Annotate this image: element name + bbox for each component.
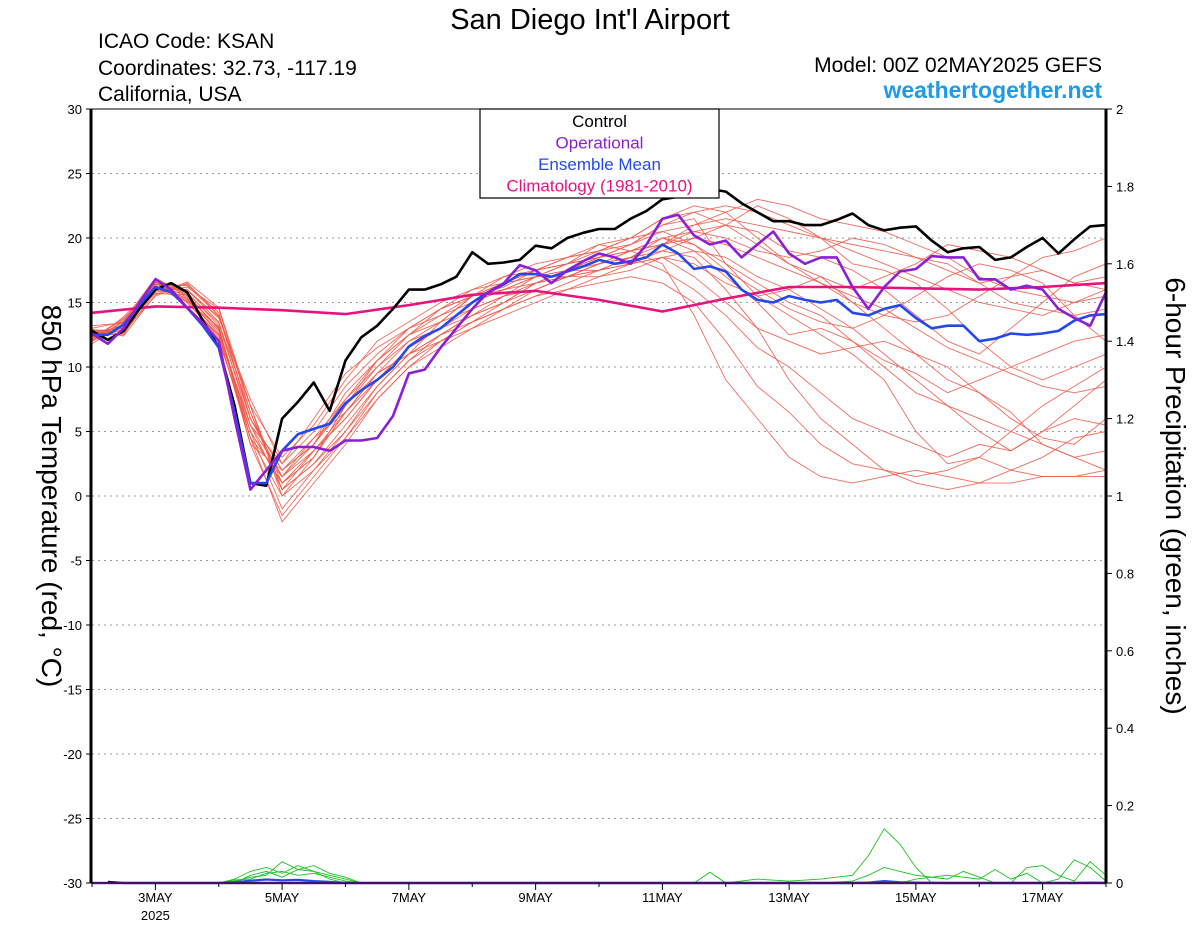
chart-title: San Diego Int'l Airport (450, 4, 730, 36)
y-tick-label: -5 (70, 554, 82, 569)
legend-entry: Control (572, 112, 627, 131)
precip-member-line (693, 871, 727, 884)
y2-tick-label: 1 (1116, 489, 1123, 504)
y2-tick-label: 1.8 (1116, 179, 1134, 194)
ensemble-member-line (91, 231, 1107, 465)
axes: 302520151050-5-10-15-20-25-3021.81.61.41… (63, 102, 1134, 923)
ensemble-member-line (91, 237, 1107, 465)
y-tick-label: 5 (75, 425, 82, 440)
region: California, USA (98, 83, 242, 106)
legend: Control Operational Ensemble Mean Climatolo… (479, 108, 720, 199)
icao-code: ICAO Code: KSAN (98, 30, 274, 53)
precipitation-lines (92, 828, 1107, 885)
x-tick-label: 7MAY (392, 890, 427, 905)
y-tick-label: 25 (68, 167, 82, 182)
ensemble-member-line (91, 205, 1107, 478)
legend-box (479, 108, 720, 199)
y2-tick-label: 0 (1116, 876, 1123, 891)
y2-tick-label: 2 (1116, 102, 1123, 117)
ensemble-members (91, 198, 1107, 523)
y-tick-label: -25 (63, 812, 82, 827)
operational-series-line (90, 213, 1108, 491)
y2-tick-label: 1.6 (1116, 257, 1134, 272)
legend-entry: Operational (556, 134, 644, 153)
y-tick-label: -10 (63, 618, 82, 633)
ensemble-member-line (91, 198, 1107, 471)
y-tick-label: 15 (68, 296, 82, 311)
legend-entry: Climatology (1981-2010) (506, 177, 692, 196)
x-tick-label: 17MAY (1022, 890, 1064, 905)
y2-tick-label: 0.8 (1116, 566, 1134, 581)
x-tick-label: 15MAY (895, 890, 937, 905)
x-tick-year-label: 2025 (141, 908, 170, 923)
y-tick-label: -20 (63, 747, 82, 762)
y-tick-label: 20 (68, 231, 82, 246)
precip-member-line (218, 865, 362, 884)
control-series-line (90, 187, 1108, 488)
y2-tick-label: 1.4 (1116, 334, 1134, 349)
ensemble-member-line (91, 231, 1107, 459)
ensemble-member-line (91, 256, 1107, 523)
y-tick-label: 0 (75, 489, 82, 504)
x-tick-label: 3MAY (138, 890, 173, 905)
y2-tick-label: 0.2 (1116, 799, 1134, 814)
y-axis-title: 850 hPa Temperature (red, °C) (36, 305, 67, 688)
x-tick-label: 5MAY (265, 890, 300, 905)
ensemble-member-line (91, 250, 1107, 491)
precip-member-line (899, 868, 1043, 884)
x-tick-label: 9MAY (518, 890, 553, 905)
ensemble-member-line (91, 224, 1107, 497)
y-tick-label: -15 (63, 683, 82, 698)
x-tick-label: 11MAY (642, 890, 683, 905)
y2-tick-label: 0.6 (1116, 644, 1134, 659)
precip-member-line (820, 867, 996, 884)
precip-member-line (1010, 861, 1107, 884)
climatology-1981-2010-series-line (90, 281, 1108, 316)
y-tick-label: 30 (68, 102, 82, 117)
site-link[interactable]: weathertogether.net (882, 77, 1102, 103)
y-tick-label: 10 (68, 360, 82, 375)
y-tick-label: -30 (63, 876, 82, 891)
main-series (90, 187, 1108, 491)
precip-member-line (234, 869, 346, 884)
x-tick-label: 13MAY (768, 890, 810, 905)
grid (92, 173, 1106, 819)
y2-tick-label: 0.4 (1116, 721, 1134, 736)
ensemble-member-line (91, 205, 1107, 478)
precip-member-line (725, 828, 933, 884)
ensemble-member-line (91, 276, 1107, 517)
coordinates: Coordinates: 32.73, -117.19 (98, 57, 357, 80)
legend-entry: Ensemble Mean (538, 155, 661, 174)
y2-tick-label: 1.2 (1116, 412, 1134, 427)
plot-frame (91, 108, 1107, 884)
y2-axis-title: 6-hour Precipitation (green, inches) (1160, 277, 1191, 714)
ensemble-mean-series-line (90, 243, 1108, 485)
model-run: Model: 00Z 02MAY2025 GEFS (814, 54, 1102, 77)
precip-member-line (1042, 859, 1107, 884)
